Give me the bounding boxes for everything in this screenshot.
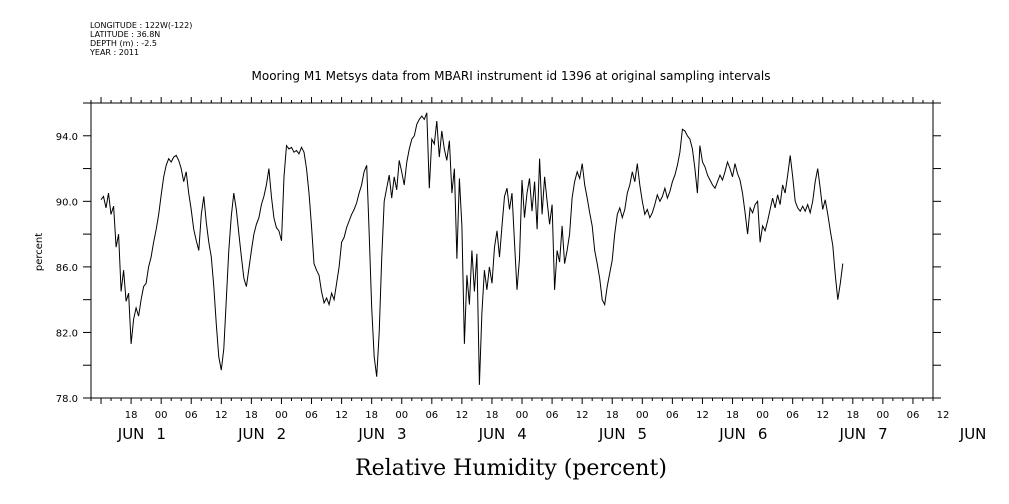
x-hour-tick-label: 00 xyxy=(275,410,288,421)
axes xyxy=(90,97,934,404)
x-date-label: JUN xyxy=(959,425,987,443)
x-hour-tick-label: 06 xyxy=(305,410,318,421)
x-hour-tick-label: 00 xyxy=(516,410,529,421)
x-hour-tick-label: 06 xyxy=(425,410,438,421)
x-hour-tick-label: 12 xyxy=(456,410,469,421)
x-hour-tick-label: 18 xyxy=(846,410,859,421)
x-date-label: 7 xyxy=(878,425,888,443)
x-hour-tick-label: 06 xyxy=(546,410,559,421)
x-date-label: 6 xyxy=(758,425,768,443)
x-date-label: 1 xyxy=(156,425,166,443)
x-hour-tick-label: 12 xyxy=(937,410,950,421)
y-tick-label: 90.0 xyxy=(56,197,78,208)
x-hour-tick-label: 00 xyxy=(756,410,769,421)
y-tick-label: 82.0 xyxy=(56,328,78,339)
x-date-label: 4 xyxy=(517,425,527,443)
y-tick-label: 78.0 xyxy=(56,394,78,405)
x-hour-tick-label: 06 xyxy=(907,410,920,421)
x-hour-tick-label: 06 xyxy=(666,410,679,421)
x-date-label: 5 xyxy=(638,425,648,443)
x-hour-tick-label: 06 xyxy=(185,410,198,421)
x-date-label: JUN xyxy=(478,425,506,443)
x-date-label: 2 xyxy=(277,425,287,443)
x-date-label: JUN xyxy=(838,425,866,443)
x-hour-tick-label: 00 xyxy=(395,410,408,421)
x-hour-tick-label: 00 xyxy=(636,410,649,421)
x-hour-tick-label: 12 xyxy=(335,410,348,421)
x-hour-tick-label: 00 xyxy=(155,410,168,421)
y-tick-label: 94.0 xyxy=(56,132,78,143)
x-hour-tick-label: 06 xyxy=(786,410,799,421)
x-hour-tick-label: 18 xyxy=(245,410,258,421)
x-date-label: JUN xyxy=(598,425,626,443)
chart-title: Mooring M1 Metsys data from MBARI instru… xyxy=(252,69,771,83)
metadata-block: LONGITUDE : 122W(-122) LATITUDE : 36.8N … xyxy=(90,21,192,57)
chart-subtitle: Relative Humidity (percent) xyxy=(355,456,667,481)
depth-text: DEPTH (m) : -2.5 xyxy=(90,39,157,48)
x-hour-tick-label: 18 xyxy=(606,410,619,421)
y-axis: 78.0 82.0 86.0 90.0 94.0 xyxy=(56,102,941,405)
plot-frame xyxy=(90,102,934,399)
x-axis: 18 00 06 12 18 00 06 12 18 00 06 12 18 00 06 12 18 00 06 12… xyxy=(117,410,987,443)
x-date-label: 3 xyxy=(397,425,407,443)
x-date-label: JUN xyxy=(237,425,265,443)
x-hour-tick-label: 18 xyxy=(365,410,378,421)
latitude-text: LATITUDE : 36.8N xyxy=(90,30,161,39)
x-hour-tick-label: 12 xyxy=(576,410,589,421)
x-hour-tick-label: 18 xyxy=(125,410,138,421)
y-tick-label: 86.0 xyxy=(56,263,78,274)
y-axis-label: percent xyxy=(34,233,45,271)
year-text: YEAR : 2011 xyxy=(90,48,140,57)
x-date-label: JUN xyxy=(718,425,746,443)
humidity-series-line xyxy=(100,112,844,385)
x-hour-tick-label: 18 xyxy=(726,410,739,421)
x-date-label: JUN xyxy=(117,425,145,443)
x-hour-tick-label: 12 xyxy=(816,410,829,421)
x-hour-tick-label: 12 xyxy=(215,410,228,421)
longitude-text: LONGITUDE : 122W(-122) xyxy=(90,21,193,30)
x-date-label: JUN xyxy=(357,425,385,443)
x-hour-tick-label: 00 xyxy=(877,410,890,421)
x-hour-tick-label: 12 xyxy=(696,410,709,421)
x-hour-tick-label: 18 xyxy=(486,410,499,421)
